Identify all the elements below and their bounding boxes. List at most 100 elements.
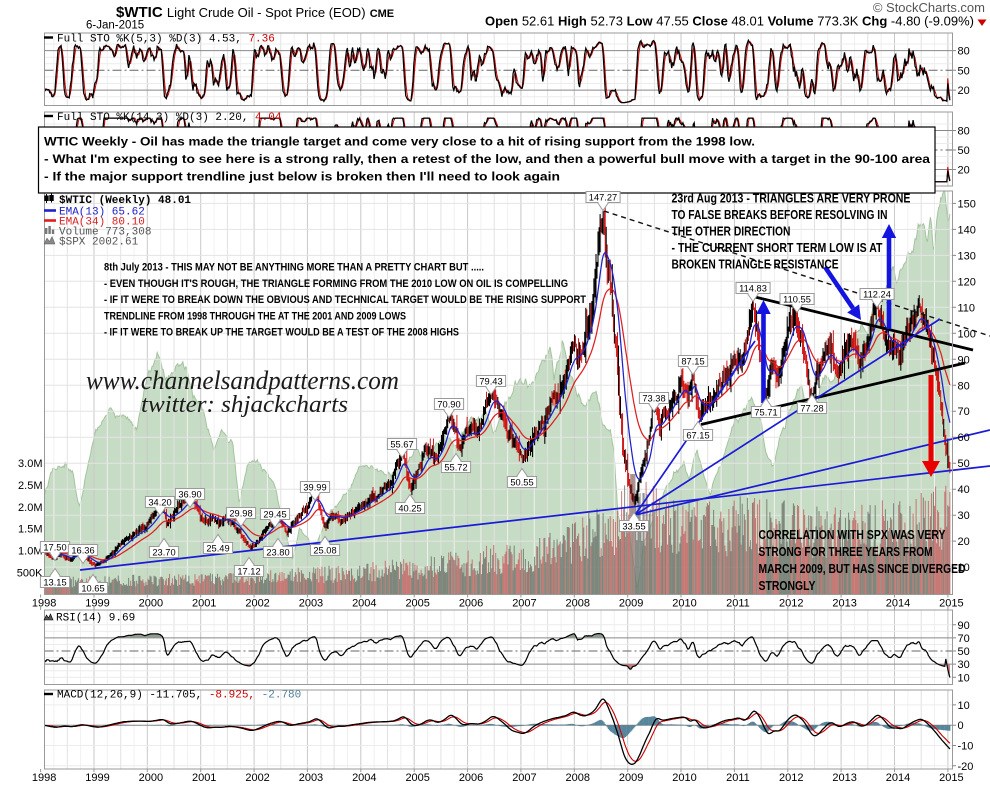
svg-text:2010: 2010 [672,772,696,784]
svg-text:2007: 2007 [512,772,536,784]
svg-text:- EVEN THOUGH IT'S ROUGH, THE: - EVEN THOUGH IT'S ROUGH, THE TRIANGLE F… [104,278,568,290]
svg-text:6-Jan-2015: 6-Jan-2015 [86,20,144,32]
svg-text:55.72: 55.72 [444,463,467,473]
svg-text:- What I'm expecting to see he: - What I'm expecting to see here is a st… [44,152,930,166]
svg-text:$WTIC Light Crude Oil - Spot P: $WTIC Light Crude Oil - Spot Price (EOD)… [116,4,394,21]
svg-text:80: 80 [958,380,970,392]
svg-text:50: 50 [958,646,970,658]
svg-text:- IF IT WERE TO BREAK UP THE T: - IF IT WERE TO BREAK UP THE TARGET WOUL… [104,327,459,339]
svg-text:2011: 2011 [726,772,750,784]
svg-text:150: 150 [958,198,976,210]
svg-text:90: 90 [958,620,970,632]
svg-text:10: 10 [958,672,970,684]
svg-text:2011: 2011 [726,598,750,610]
svg-text:120: 120 [958,276,976,288]
svg-text:2012: 2012 [779,772,803,784]
svg-text:87.15: 87.15 [681,357,704,367]
svg-text:70: 70 [958,633,970,645]
svg-text:30: 30 [958,510,970,522]
svg-text:RSI(14) 9.69: RSI(14) 9.69 [56,613,135,625]
svg-text:$WTIC (Weekly) 48.01: $WTIC (Weekly) 48.01 [59,195,191,207]
svg-text:112.24: 112.24 [863,290,891,300]
svg-text:2006: 2006 [459,598,483,610]
svg-text:90: 90 [958,354,970,366]
svg-text:147.27: 147.27 [589,193,617,203]
svg-text:STRONG FOR THREE YEARS FROM: STRONG FOR THREE YEARS FROM [759,545,933,559]
svg-text:29.98: 29.98 [229,509,252,519]
svg-text:36.90: 36.90 [178,490,201,500]
svg-text:MACD(12,26,9) -11.705, -8.925,: MACD(12,26,9) -11.705, -8.925, -2.780 [57,690,301,702]
svg-text:10: 10 [958,562,970,574]
svg-text:10.65: 10.65 [81,584,104,594]
svg-text:2001: 2001 [192,772,216,784]
svg-text:114.83: 114.83 [739,284,767,294]
svg-text:29.45: 29.45 [263,510,286,520]
svg-text:2004: 2004 [352,772,376,784]
svg-text:0: 0 [958,720,964,732]
svg-text:20: 20 [958,85,970,97]
svg-text:CORRELATION WITH SPX WAS VERY: CORRELATION WITH SPX WAS VERY [759,528,947,542]
svg-text:1999: 1999 [85,772,109,784]
svg-text:- IF IT WERE TO BREAK DOWN THE: - IF IT WERE TO BREAK DOWN THE OBVIOUS A… [104,294,586,306]
svg-text:2004: 2004 [352,598,376,610]
svg-text:MARCH 2009, BUT HAS SINCE DIVE: MARCH 2009, BUT HAS SINCE DIVERGED [759,562,966,576]
svg-text:© StockCharts.com: © StockCharts.com [873,0,985,15]
svg-text:$SPX 2002.61: $SPX 2002.61 [59,237,139,249]
svg-text:EMA(34) 80.10: EMA(34) 80.10 [59,217,145,229]
svg-text:1.0M: 1.0M [18,546,42,558]
svg-text:1998: 1998 [32,772,56,784]
svg-text:110: 110 [958,302,976,314]
svg-text:75.71: 75.71 [754,408,777,418]
svg-text:Full STO %K(14,3) %D(3) 2.20,: Full STO %K(14,3) %D(3) 2.20, 4.04 [57,112,282,124]
svg-text:20: 20 [958,536,970,548]
svg-text:-20: -20 [958,761,974,773]
svg-text:73.38: 73.38 [642,394,665,404]
svg-text:twitter: shjackcharts: twitter: shjackcharts [141,392,348,418]
svg-text:1.5M: 1.5M [18,524,42,536]
svg-text:2.0M: 2.0M [18,502,42,514]
svg-text:25.49: 25.49 [206,544,229,554]
svg-text:34.20: 34.20 [148,498,171,508]
svg-text:2002: 2002 [245,772,269,784]
svg-text:1999: 1999 [85,598,109,610]
svg-text:2000: 2000 [139,772,163,784]
svg-text:WTIC Weekly - Oil has made the: WTIC Weekly - Oil has made the triangle … [44,135,755,149]
svg-text:67.15: 67.15 [686,431,709,441]
svg-text:130: 130 [958,250,976,262]
svg-text:33.55: 33.55 [622,522,645,532]
svg-text:- THE CURRENT SHORT TERM LOW I: - THE CURRENT SHORT TERM LOW IS AT [672,241,883,255]
svg-text:2012: 2012 [779,598,803,610]
svg-text:Volume 773,308: Volume 773,308 [59,227,151,239]
svg-text:2005: 2005 [405,598,429,610]
svg-text:BROKEN TRIANGLE RESISTANCE: BROKEN TRIANGLE RESISTANCE [672,258,839,272]
svg-text:30: 30 [958,659,970,671]
svg-text:500K: 500K [17,567,43,579]
svg-text:2010: 2010 [672,598,696,610]
svg-text:140: 140 [958,224,976,236]
svg-text:TO FALSE BREAKS BEFORE RESOLVI: TO FALSE BREAKS BEFORE RESOLVING IN [672,208,888,222]
svg-text:2003: 2003 [299,772,323,784]
svg-text:EMA(13) 65.62: EMA(13) 65.62 [59,207,145,219]
svg-text:23.70: 23.70 [152,548,175,558]
svg-text:55.67: 55.67 [390,440,413,450]
svg-text:16.36: 16.36 [71,546,94,556]
svg-text:70: 70 [958,406,970,418]
svg-text:40: 40 [958,484,970,496]
svg-text:-10: -10 [958,741,974,753]
svg-text:79.43: 79.43 [479,377,502,387]
svg-text:20: 20 [958,165,970,177]
svg-text:77.28: 77.28 [800,404,823,414]
svg-text:Full STO %K(5,3) %D(3) 4.53, 7: Full STO %K(5,3) %D(3) 4.53, 7.36 [57,34,275,46]
svg-text:40.25: 40.25 [398,504,421,514]
svg-text:2002: 2002 [245,598,269,610]
svg-text:2015: 2015 [939,598,963,610]
svg-text:2009: 2009 [619,598,643,610]
svg-text:25.08: 25.08 [313,546,336,556]
svg-text:23rd Aug 2013 - TRIANGLES ARE: 23rd Aug 2013 - TRIANGLES ARE VERY PRONE [672,192,911,206]
svg-text:2000: 2000 [139,598,163,610]
svg-text:50: 50 [958,145,970,157]
svg-text:2005: 2005 [405,772,429,784]
svg-text:- If the major support trendli: - If the major support trendline just be… [44,170,560,184]
svg-text:2014: 2014 [886,772,910,784]
svg-text:3.0M: 3.0M [18,458,42,470]
